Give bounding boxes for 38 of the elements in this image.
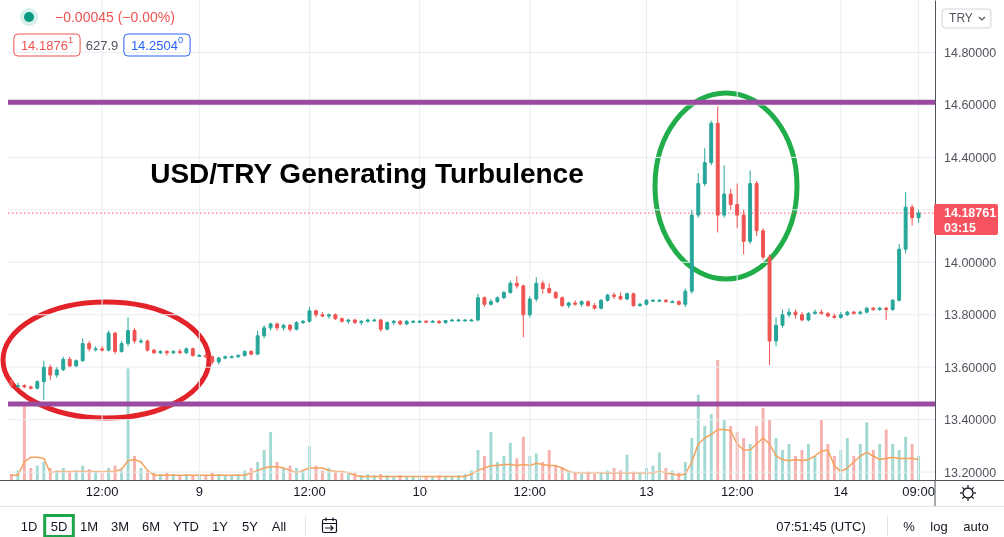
text: 5Y (242, 518, 259, 534)
y-tick-label: 14.60000 (944, 98, 997, 113)
x-tick-label: 09:00 (902, 484, 935, 500)
text: 3M (110, 518, 130, 534)
text: 03:15 (944, 221, 977, 235)
text: 1Y (212, 518, 229, 534)
text: All (271, 518, 287, 534)
y-tick-label: 13.40000 (944, 413, 997, 428)
annotation: 14.2504$^{0}$ (130, 35, 184, 53)
text: log (930, 518, 948, 534)
y-tick-label: 14.40000 (944, 150, 997, 165)
text: TRY (949, 11, 973, 25)
y-tick-label: 13.80000 (944, 308, 997, 323)
text: 1M (79, 518, 99, 534)
text: 07:51:45 (UTC) (776, 518, 866, 534)
text: 5D (50, 518, 68, 534)
text: 1D (20, 518, 38, 534)
x-tick-label: 12:00 (720, 484, 754, 500)
y-tick-label: 13.60000 (944, 360, 997, 375)
x-tick-label: 12:00 (85, 484, 119, 500)
y-tick-label: 14.00000 (944, 255, 997, 270)
text: 6M (141, 518, 161, 534)
text: USD/TRY Generating Turbulence (150, 157, 584, 189)
x-tick-label: 9 (195, 484, 203, 500)
y-tick-label: 14.80000 (944, 45, 997, 60)
x-tick-label: 12:00 (293, 484, 326, 500)
x-tick-label: 14 (833, 484, 849, 500)
x-tick-label: 13 (639, 484, 654, 500)
x-tick-label: 10 (412, 484, 427, 500)
text: % (903, 518, 916, 534)
x-tick-label: 12:00 (513, 484, 547, 500)
y-tick-label: 13.20000 (944, 465, 997, 480)
ref-line-label: 14.18761 (944, 206, 997, 221)
text: auto (963, 518, 989, 534)
annotation: −0.00045 (−0.00%) (55, 9, 175, 25)
text: YTD (173, 518, 199, 534)
annotation: 14.1876$^{1}$ (20, 35, 74, 53)
annotation: 627.9 (85, 37, 119, 53)
